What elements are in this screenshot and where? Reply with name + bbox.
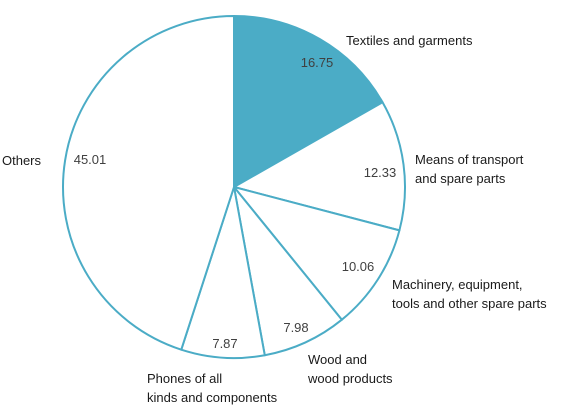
slice-label-machinery-equipment-tools-and-other-spare-parts: Machinery, equipment, tools and other spa… bbox=[392, 277, 547, 311]
slices-layer bbox=[62, 15, 406, 359]
slice-label-line: Textiles and garments bbox=[346, 33, 473, 48]
slice-label-phones-of-all-kinds-and-components: Phones of all kinds and components bbox=[147, 371, 278, 405]
slice-value-machinery-equipment-tools-and-other-spare-parts: 10.06 bbox=[342, 259, 375, 274]
slice-value-means-of-transport-and-spare-parts: 12.33 bbox=[364, 165, 397, 180]
slice-label-others: Others bbox=[2, 153, 42, 168]
slice-value-phones-of-all-kinds-and-components: 7.87 bbox=[212, 336, 237, 351]
pie-slice-others bbox=[62, 15, 235, 351]
slice-label-line: and spare parts bbox=[415, 171, 506, 186]
pie-slice-means-of-transport-and-spare-parts bbox=[233, 101, 406, 232]
slice-value-wood-and-wood-products: 7.98 bbox=[283, 320, 308, 335]
slice-label-line: wood products bbox=[307, 371, 393, 386]
slice-label-textiles-and-garments: Textiles and garments bbox=[346, 33, 473, 48]
pie-slice-textiles-and-garments bbox=[233, 15, 384, 188]
pie-slice-machinery-equipment-tools-and-other-spare-parts bbox=[233, 186, 401, 321]
slice-label-line: Phones of all bbox=[147, 371, 222, 386]
slice-label-wood-and-wood-products: Wood and wood products bbox=[307, 352, 393, 386]
slice-label-line: Others bbox=[2, 153, 42, 168]
category-labels-layer: Textiles and garments Means of transport a… bbox=[2, 33, 547, 405]
slice-label-line: Wood and bbox=[308, 352, 367, 367]
slice-label-line: tools and other spare parts bbox=[392, 296, 547, 311]
slice-label-line: Machinery, equipment, bbox=[392, 277, 523, 292]
value-labels-layer: 16.75 12.33 10.06 7.98 7.87 45.01 bbox=[74, 55, 397, 351]
slice-value-others: 45.01 bbox=[74, 152, 107, 167]
slice-label-line: kinds and components bbox=[147, 390, 278, 405]
slice-value-textiles-and-garments: 16.75 bbox=[301, 55, 334, 70]
slice-label-line: Means of transport bbox=[415, 152, 524, 167]
slice-label-means-of-transport-and-spare-parts: Means of transport and spare parts bbox=[415, 152, 524, 186]
